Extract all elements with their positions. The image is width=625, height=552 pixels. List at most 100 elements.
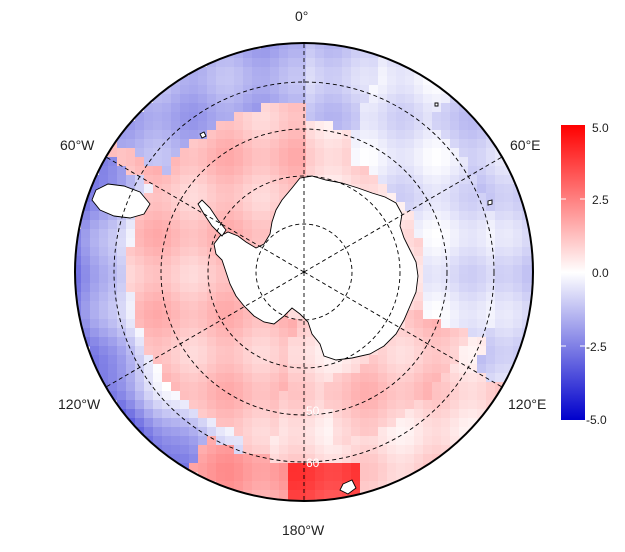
field-cell <box>513 310 523 320</box>
field-cell <box>441 229 451 239</box>
field-cell <box>369 418 379 428</box>
field-cell <box>207 94 217 104</box>
lon-label-180w: 180°W <box>282 522 325 538</box>
field-cell <box>432 274 442 284</box>
field-cell <box>162 445 172 455</box>
field-cell <box>477 256 487 266</box>
field-cell <box>333 175 343 185</box>
field-cell <box>270 148 280 158</box>
field-cell <box>324 76 334 86</box>
field-cell <box>162 409 172 419</box>
field-cell <box>396 454 406 464</box>
field-cell <box>315 43 325 50</box>
field-cell <box>459 409 469 419</box>
field-cell <box>252 481 262 491</box>
field-cell <box>270 400 280 410</box>
field-cell <box>207 346 217 356</box>
field-cell <box>360 463 370 473</box>
field-cell <box>414 220 424 230</box>
field-cell <box>459 121 469 131</box>
field-cell <box>306 481 316 491</box>
field-cell <box>126 382 136 392</box>
field-cell <box>225 445 235 455</box>
field-cell <box>189 175 199 185</box>
field-cell <box>198 436 208 446</box>
field-cell <box>135 112 145 122</box>
field-cell <box>162 337 172 347</box>
field-cell <box>441 391 451 401</box>
field-cell <box>360 103 370 113</box>
field-cell <box>135 229 145 239</box>
field-cell <box>504 220 514 230</box>
field-cell <box>243 148 253 158</box>
field-cell <box>459 346 469 356</box>
field-cell <box>378 391 388 401</box>
field-cell <box>432 202 442 212</box>
field-cell <box>261 337 271 347</box>
field-cell <box>513 292 523 302</box>
field-cell <box>162 436 172 446</box>
field-cell <box>270 454 280 464</box>
field-cell <box>405 319 415 329</box>
field-cell <box>279 463 289 473</box>
field-cell <box>108 355 118 365</box>
field-cell <box>387 58 397 68</box>
field-cell <box>423 310 433 320</box>
field-cell <box>351 463 361 473</box>
field-cell <box>387 157 397 167</box>
field-cell <box>75 247 82 257</box>
field-cell <box>189 292 199 302</box>
field-cell <box>495 292 505 302</box>
field-cell <box>450 382 460 392</box>
field-cell <box>468 202 478 212</box>
field-cell <box>486 355 496 365</box>
field-cell <box>99 346 109 356</box>
field-cell <box>432 238 442 248</box>
field-cell <box>234 364 244 374</box>
field-cell <box>324 373 334 383</box>
field-cell <box>495 274 505 284</box>
field-cell <box>441 310 451 320</box>
field-cell <box>117 238 127 248</box>
field-cell <box>135 400 145 410</box>
field-cell <box>162 130 172 140</box>
field-cell <box>477 391 487 401</box>
field-cell <box>441 94 451 104</box>
field-cell <box>396 337 406 347</box>
field-cell <box>315 436 325 446</box>
field-cell <box>405 391 415 401</box>
field-cell <box>387 148 397 158</box>
field-cell <box>180 355 190 365</box>
field-cell <box>369 436 379 446</box>
field-cell <box>360 58 370 68</box>
field-cell <box>198 229 208 239</box>
field-cell <box>306 58 316 68</box>
field-cell <box>243 202 253 212</box>
field-cell <box>108 157 118 167</box>
field-cell <box>459 319 469 329</box>
field-cell <box>135 130 145 140</box>
field-cell <box>405 355 415 365</box>
field-cell <box>459 283 469 293</box>
field-cell <box>414 139 424 149</box>
field-cell <box>360 139 370 149</box>
field-cell <box>396 346 406 356</box>
field-cell <box>153 139 163 149</box>
field-cell <box>522 247 532 257</box>
field-cell <box>198 175 208 185</box>
field-cell <box>81 238 91 248</box>
field-cell <box>342 436 352 446</box>
field-cell <box>180 292 190 302</box>
field-cell <box>261 94 271 104</box>
field-cell <box>441 355 451 365</box>
field-cell <box>162 301 172 311</box>
field-cell <box>99 256 109 266</box>
field-cell <box>342 157 352 167</box>
field-cell <box>396 445 406 455</box>
field-cell <box>243 58 253 68</box>
field-cell <box>153 175 163 185</box>
field-cell <box>90 355 100 365</box>
field-cell <box>396 373 406 383</box>
field-cell <box>99 175 109 185</box>
field-cell <box>477 238 487 248</box>
